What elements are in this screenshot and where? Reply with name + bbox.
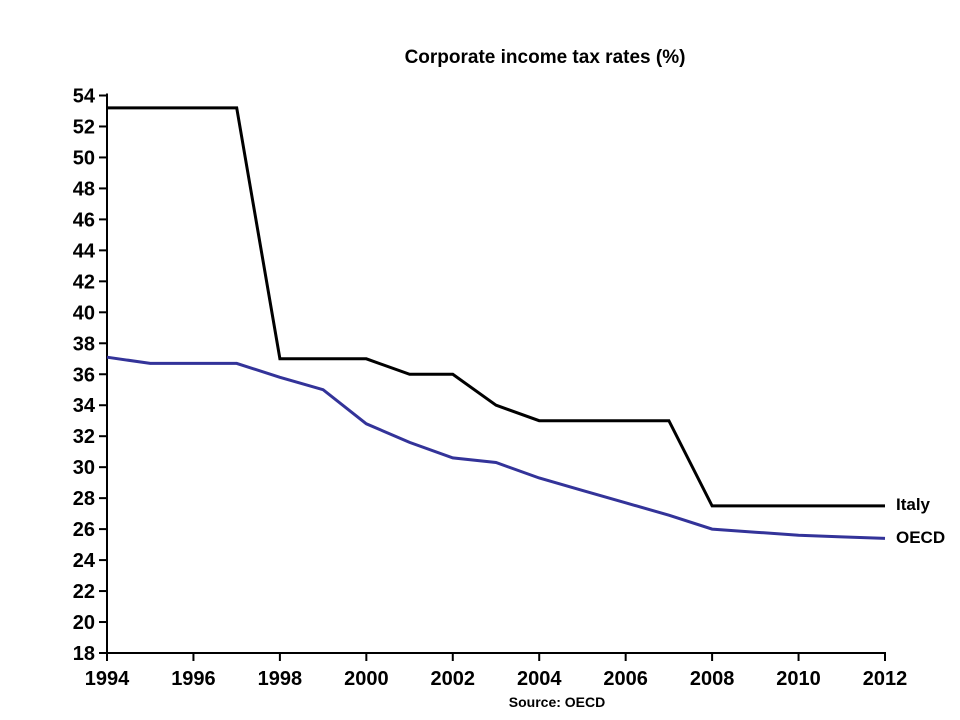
y-tick-label: 30 bbox=[73, 457, 95, 479]
x-tick-label: 2000 bbox=[344, 668, 389, 690]
x-tick-label: 2008 bbox=[690, 668, 735, 690]
x-tick-label: 2012 bbox=[863, 668, 908, 690]
y-tick-label: 52 bbox=[73, 116, 95, 138]
chart-source: Source: OECD bbox=[508, 694, 606, 710]
legend-label-oecd: OECD bbox=[896, 528, 946, 547]
y-tick-label: 42 bbox=[73, 271, 95, 293]
y-tick-label: 20 bbox=[73, 612, 95, 634]
x-tick-label: 2004 bbox=[517, 668, 562, 690]
x-tick-label: 1996 bbox=[171, 668, 216, 690]
y-tick-label: 24 bbox=[73, 550, 96, 572]
chart-title: Corporate income tax rates (%) bbox=[404, 47, 686, 68]
y-tick-label: 36 bbox=[73, 364, 95, 386]
x-tick-label: 2002 bbox=[431, 668, 476, 690]
x-tick-label: 1998 bbox=[258, 668, 303, 690]
y-tick-label: 34 bbox=[73, 395, 96, 417]
y-tick-label: 50 bbox=[73, 147, 95, 169]
x-tick-label: 2006 bbox=[603, 668, 648, 690]
y-tick-label: 26 bbox=[73, 519, 95, 541]
y-tick-label: 28 bbox=[73, 488, 95, 510]
x-tick-label: 1994 bbox=[85, 668, 130, 690]
y-tick-label: 40 bbox=[73, 302, 95, 324]
italy-line bbox=[107, 106, 885, 508]
y-tick-label: 22 bbox=[73, 581, 95, 603]
oecd-line bbox=[106, 355, 886, 540]
legend-label-italy: Italy bbox=[896, 495, 931, 514]
y-tick-label: 48 bbox=[73, 178, 95, 200]
y-tick-label: 32 bbox=[73, 426, 95, 448]
y-tick-label: 54 bbox=[73, 86, 96, 108]
y-tick-label: 46 bbox=[73, 209, 95, 231]
y-tick-label: 18 bbox=[73, 643, 95, 665]
y-tick-label: 44 bbox=[73, 240, 96, 262]
y-tick-label: 38 bbox=[73, 333, 95, 355]
x-tick-label: 2010 bbox=[776, 668, 821, 690]
